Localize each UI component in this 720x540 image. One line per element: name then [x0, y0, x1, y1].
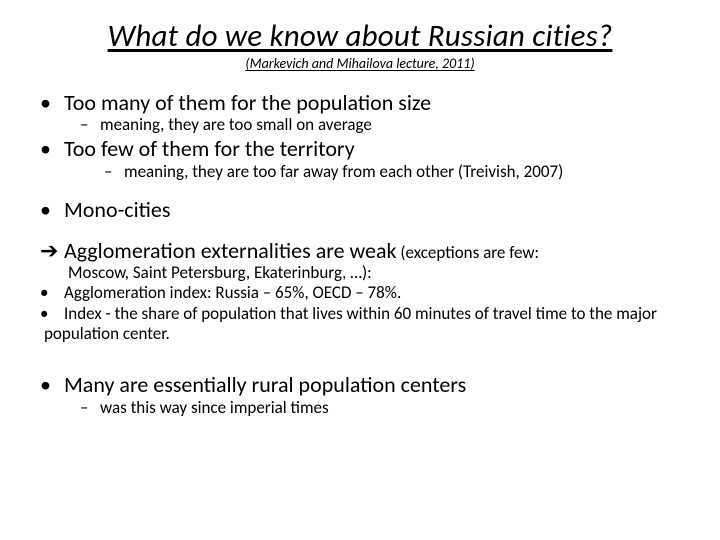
- bullet-too-few-text: Too few of them for the territory: [64, 135, 355, 162]
- arrow-continuation: Moscow, Saint Petersburg, Ekaterinburg, …: [24, 263, 696, 283]
- content: Too many of them for the population size…: [24, 90, 696, 418]
- sub-too-small: meaning, they are too small on average: [24, 115, 696, 135]
- bullet-mono-cities: Mono-cities: [24, 197, 696, 222]
- sub-far-away: meaning, they are too far away from each…: [24, 162, 696, 182]
- arrow-main-text: Agglomeration externalities are weak: [64, 237, 397, 264]
- title-block: What do we know about Russian cities? (M…: [24, 20, 696, 72]
- arrow-icon: ➔: [40, 239, 64, 263]
- bullet-rural: Many are essentially rural population ce…: [24, 372, 696, 397]
- slide-title: What do we know about Russian cities?: [24, 20, 696, 53]
- sub-imperial: was this way since imperial times: [24, 398, 696, 418]
- arrow-paren: (exceptions are few:: [397, 242, 540, 263]
- bullet-too-many: Too many of them for the population size: [24, 90, 696, 115]
- bullet-agg-index: Agglomeration index: Russia – 65%, OECD …: [24, 283, 696, 303]
- slide: What do we know about Russian cities? (M…: [0, 0, 720, 540]
- bullet-index-def: Index - the share of population that liv…: [24, 304, 696, 345]
- arrow-agglomeration: ➔ Agglomeration externalities are weak (…: [24, 239, 696, 263]
- slide-subtitle: (Markevich and Mihailova lecture, 2011): [24, 55, 696, 72]
- bullet-too-few: •Too few of them for the territory: [24, 136, 696, 161]
